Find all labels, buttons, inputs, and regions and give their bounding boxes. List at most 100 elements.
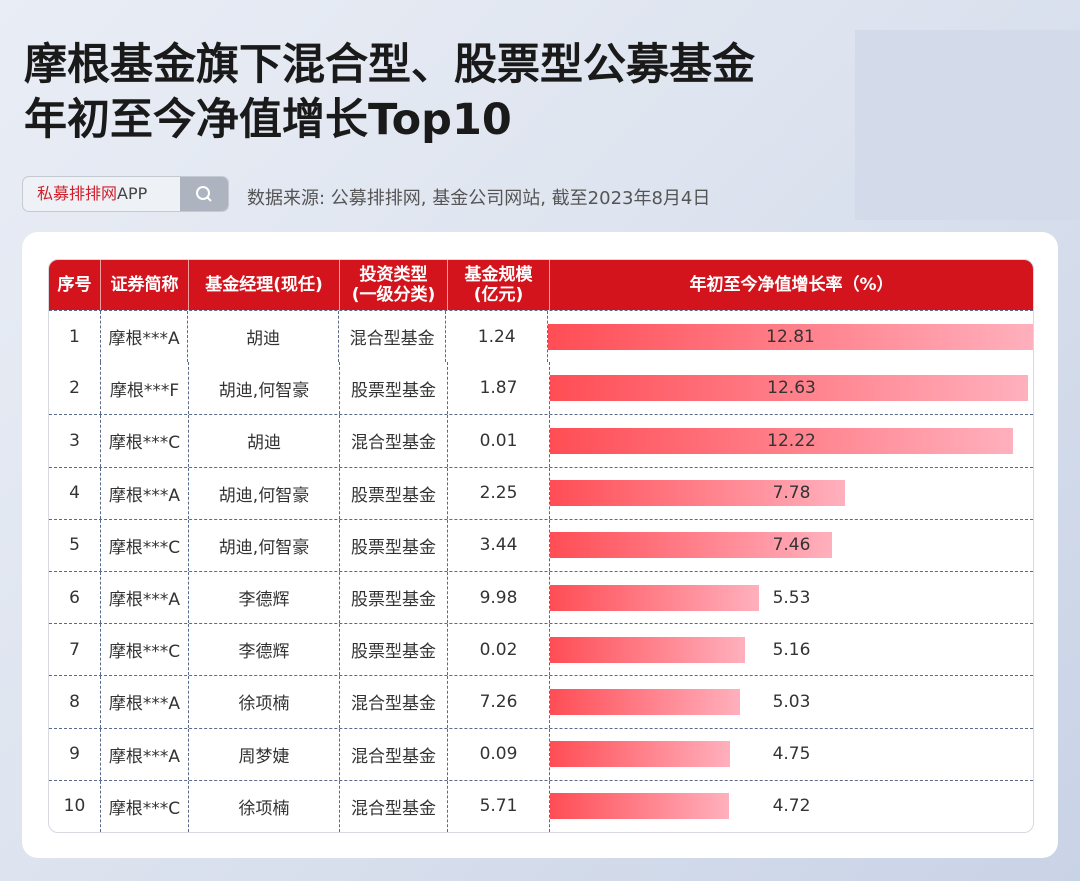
cell-type: 混合型基金 bbox=[340, 415, 448, 467]
cell-name: 摩根***C bbox=[101, 780, 189, 832]
cell-no: 9 bbox=[49, 728, 101, 780]
growth-bar bbox=[550, 532, 833, 559]
column-header: 序号 bbox=[49, 260, 101, 310]
cell-manager: 胡迪,何智豪 bbox=[189, 362, 340, 415]
cell-no: 6 bbox=[49, 571, 101, 624]
cell-size: 5.71 bbox=[448, 780, 550, 832]
cell-no: 7 bbox=[49, 624, 101, 676]
cell-name: 摩根***F bbox=[101, 362, 189, 415]
cell-type: 股票型基金 bbox=[340, 624, 448, 676]
cell-growth: 12.63 bbox=[550, 362, 1033, 414]
cell-size: 2.25 bbox=[448, 467, 550, 519]
cell-manager: 胡迪,何智豪 bbox=[189, 467, 340, 519]
cell-no: 3 bbox=[49, 415, 101, 467]
cell-size: 0.01 bbox=[448, 415, 550, 467]
cell-growth: 12.81 bbox=[548, 311, 1033, 362]
table-header: 序号 证券简称 基金经理(现任) 投资类型 (一级分类) 基金规模 (亿元) 年初至今净值增长… bbox=[49, 260, 1033, 310]
growth-value: 12.81 bbox=[766, 326, 815, 347]
search-text[interactable]: 私募排排网APP bbox=[23, 177, 180, 211]
growth-value: 7.46 bbox=[772, 535, 811, 556]
cell-no: 8 bbox=[49, 676, 101, 728]
column-header: 基金规模 (亿元) bbox=[448, 260, 550, 310]
growth-value: 12.22 bbox=[767, 430, 816, 451]
cell-manager: 胡迪 bbox=[188, 311, 339, 363]
table-row: 10 摩根***C 徐项楠 混合型基金 5.71 4.72 bbox=[49, 779, 1033, 832]
cell-growth: 5.03 bbox=[550, 676, 1033, 727]
table-row: 4 摩根***A 胡迪,何智豪 股票型基金 2.25 7.78 bbox=[49, 466, 1033, 519]
growth-value: 7.78 bbox=[772, 483, 811, 504]
cell-no: 10 bbox=[49, 780, 101, 832]
search-box[interactable]: 私募排排网APP bbox=[22, 176, 229, 212]
cell-name: 摩根***A bbox=[101, 467, 189, 519]
cell-growth: 7.46 bbox=[550, 520, 1033, 571]
page-title: 摩根基金旗下混合型、股票型公募基金 年初至今净值增长Top10 bbox=[24, 38, 755, 148]
cell-type: 混合型基金 bbox=[340, 676, 448, 728]
cell-growth: 4.72 bbox=[550, 781, 1033, 832]
table-row: 3 摩根***C 胡迪 混合型基金 0.01 12.22 bbox=[49, 414, 1033, 467]
table-row: 8 摩根***A 徐项楠 混合型基金 7.26 5.03 bbox=[49, 675, 1033, 728]
table-row: 7 摩根***C 李德辉 股票型基金 0.02 5.16 bbox=[49, 623, 1033, 676]
growth-bar bbox=[548, 323, 1033, 350]
cell-size: 9.98 bbox=[448, 571, 550, 624]
cell-name: 摩根***C bbox=[101, 624, 189, 676]
cell-type: 混合型基金 bbox=[340, 780, 448, 832]
table-row: 5 摩根***C 胡迪,何智豪 股票型基金 3.44 7.46 bbox=[49, 518, 1033, 571]
cell-manager: 李德辉 bbox=[189, 571, 340, 624]
column-header: 投资类型 (一级分类) bbox=[340, 260, 448, 310]
cell-size: 0.02 bbox=[448, 624, 550, 676]
growth-bar bbox=[550, 584, 760, 611]
cell-growth: 4.75 bbox=[550, 729, 1033, 780]
growth-value: 4.75 bbox=[772, 744, 811, 765]
cell-type: 股票型基金 bbox=[340, 571, 448, 624]
cell-growth: 5.16 bbox=[550, 624, 1033, 675]
cell-type: 混合型基金 bbox=[340, 728, 448, 780]
growth-bar bbox=[550, 480, 845, 507]
cell-no: 5 bbox=[49, 519, 101, 571]
column-header: 证券简称 bbox=[101, 260, 189, 310]
brand-suffix: APP bbox=[117, 184, 148, 203]
cell-type: 股票型基金 bbox=[340, 467, 448, 519]
table-row: 9 摩根***A 周梦婕 混合型基金 0.09 4.75 bbox=[49, 727, 1033, 780]
growth-value: 5.53 bbox=[772, 587, 811, 608]
cell-size: 3.44 bbox=[448, 519, 550, 571]
cell-growth: 5.53 bbox=[550, 572, 1033, 623]
column-header: 基金经理(现任) bbox=[189, 260, 340, 310]
growth-value: 12.63 bbox=[767, 378, 816, 399]
growth-value: 4.72 bbox=[772, 796, 811, 817]
cell-manager: 徐项楠 bbox=[189, 676, 340, 728]
cell-growth: 12.22 bbox=[550, 415, 1033, 466]
cell-size: 1.87 bbox=[448, 362, 550, 415]
cell-no: 2 bbox=[49, 362, 101, 415]
cell-name: 摩根***A bbox=[101, 571, 189, 624]
growth-value: 5.03 bbox=[772, 691, 811, 712]
cell-manager: 徐项楠 bbox=[189, 780, 340, 832]
cell-type: 股票型基金 bbox=[340, 362, 448, 415]
cell-size: 7.26 bbox=[448, 676, 550, 728]
growth-bar bbox=[550, 793, 729, 820]
search-button[interactable] bbox=[180, 177, 228, 211]
cell-name: 摩根***A bbox=[101, 728, 189, 780]
growth-bar bbox=[550, 375, 1029, 402]
cell-no: 4 bbox=[49, 467, 101, 519]
growth-bar bbox=[550, 688, 741, 715]
brand-name: 私募排排网 bbox=[37, 184, 118, 203]
cell-size: 0.09 bbox=[448, 728, 550, 780]
fund-table: 序号 证券简称 基金经理(现任) 投资类型 (一级分类) 基金规模 (亿元) 年初至今净值增长… bbox=[48, 259, 1034, 833]
cell-type: 混合型基金 bbox=[339, 311, 447, 363]
search-icon bbox=[196, 186, 212, 202]
cell-manager: 胡迪,何智豪 bbox=[189, 519, 340, 571]
data-source: 数据来源: 公募排排网, 基金公司网站, 截至2023年8月4日 bbox=[247, 188, 711, 209]
title-line-1: 摩根基金旗下混合型、股票型公募基金 bbox=[24, 40, 755, 90]
cell-manager: 李德辉 bbox=[189, 624, 340, 676]
cell-name: 摩根***C bbox=[101, 415, 189, 467]
cell-no: 1 bbox=[49, 311, 101, 363]
growth-bar bbox=[550, 741, 730, 768]
title-line-2: 年初至今净值增长Top10 bbox=[24, 95, 512, 145]
cell-manager: 胡迪 bbox=[189, 415, 340, 467]
cell-type: 股票型基金 bbox=[340, 519, 448, 571]
growth-bar bbox=[550, 427, 1013, 454]
column-header: 年初至今净值增长率（%） bbox=[689, 275, 894, 295]
background-panel bbox=[855, 30, 1080, 220]
cell-size: 1.24 bbox=[446, 311, 548, 363]
cell-name: 摩根***A bbox=[101, 676, 189, 728]
